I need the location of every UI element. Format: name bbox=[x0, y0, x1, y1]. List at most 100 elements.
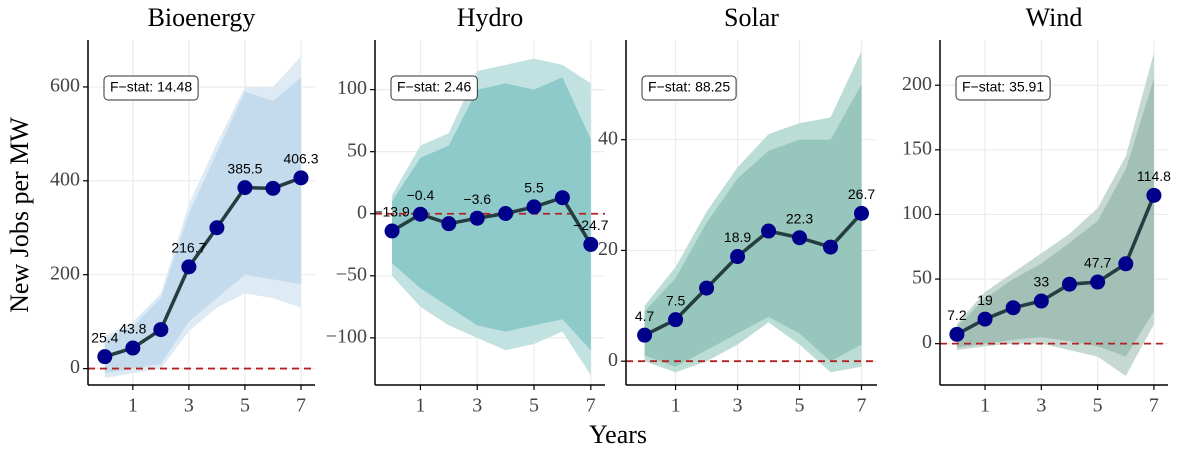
data-point bbox=[237, 180, 253, 196]
x-tick-label: 5 bbox=[1093, 395, 1103, 417]
y-tick-label: 600 bbox=[50, 75, 80, 97]
y-tick-label: 40 bbox=[598, 127, 618, 149]
x-tick-label: 7 bbox=[586, 395, 596, 417]
annotation-frame bbox=[641, 75, 737, 101]
data-label: −24.7 bbox=[573, 217, 609, 233]
y-tick-label: 50 bbox=[347, 139, 367, 161]
x-tick-label: 7 bbox=[1149, 395, 1159, 417]
y-tick-label: 0 bbox=[70, 356, 80, 378]
data-point bbox=[554, 190, 570, 206]
confidence-band bbox=[392, 77, 591, 351]
data-label: 26.7 bbox=[848, 186, 875, 202]
data-point bbox=[412, 206, 428, 222]
data-point bbox=[526, 199, 542, 215]
panel-title: Wind bbox=[1026, 3, 1083, 32]
data-label: 4.7 bbox=[635, 308, 655, 324]
data-label: 19 bbox=[977, 292, 993, 308]
annotation: F−stat: 2.46 bbox=[397, 79, 472, 95]
y-tick-label: 20 bbox=[598, 238, 618, 260]
x-tick-label: 3 bbox=[733, 395, 743, 417]
annotation-frame bbox=[955, 75, 1051, 101]
y-tick-label: 0 bbox=[922, 331, 932, 353]
data-point bbox=[854, 205, 870, 221]
data-point bbox=[699, 280, 715, 296]
data-point bbox=[761, 223, 777, 239]
y-tick-label: 200 bbox=[902, 73, 932, 95]
x-tick-label: 5 bbox=[529, 395, 539, 417]
data-label: 25.4 bbox=[91, 329, 118, 345]
data-point bbox=[1033, 293, 1049, 309]
panel-title: Bioenergy bbox=[148, 3, 256, 32]
data-point bbox=[1090, 274, 1106, 290]
data-point bbox=[293, 170, 309, 186]
data-point bbox=[949, 326, 965, 342]
annotation-frame bbox=[103, 75, 199, 101]
data-point bbox=[823, 239, 839, 255]
data-point bbox=[1118, 256, 1134, 272]
data-label: 47.7 bbox=[1084, 255, 1111, 271]
confidence-band bbox=[104, 77, 301, 374]
x-tick-label: 1 bbox=[128, 395, 138, 417]
data-label: 5.5 bbox=[524, 180, 544, 196]
annotation-box: F−stat: 2.46 bbox=[390, 75, 478, 101]
data-label: 7.5 bbox=[666, 292, 686, 308]
data-label: 33 bbox=[1034, 274, 1050, 290]
data-point bbox=[792, 230, 808, 246]
data-label: 385.5 bbox=[227, 160, 262, 176]
annotation-frame bbox=[390, 75, 478, 101]
x-tick-label: 3 bbox=[472, 395, 482, 417]
y-tick-label: −50 bbox=[336, 263, 367, 285]
annotation-box: F−stat: 88.25 bbox=[641, 75, 737, 101]
x-tick-label: 1 bbox=[980, 395, 990, 417]
data-point bbox=[637, 327, 653, 343]
x-axis-label: Years bbox=[589, 420, 647, 449]
annotation: F−stat: 35.91 bbox=[962, 79, 1044, 95]
data-label: 43.8 bbox=[119, 321, 146, 337]
x-tick-label: 1 bbox=[671, 395, 681, 417]
data-point bbox=[1005, 300, 1021, 316]
x-tick-label: 1 bbox=[415, 395, 425, 417]
x-tick-label: 5 bbox=[240, 395, 250, 417]
y-tick-label: −100 bbox=[326, 325, 367, 347]
data-point bbox=[209, 220, 225, 236]
data-label: 22.3 bbox=[786, 210, 813, 226]
data-point bbox=[1061, 276, 1077, 292]
data-label: 406.3 bbox=[283, 151, 318, 167]
data-point bbox=[97, 349, 113, 365]
data-point bbox=[153, 322, 169, 338]
data-point bbox=[583, 236, 599, 252]
data-label: 216.7 bbox=[171, 240, 206, 256]
data-point bbox=[498, 205, 514, 221]
x-tick-label: 3 bbox=[184, 395, 194, 417]
data-point bbox=[977, 311, 993, 327]
y-tick-label: 200 bbox=[50, 262, 80, 284]
panel-title: Hydro bbox=[457, 3, 523, 32]
y-tick-label: 0 bbox=[357, 201, 367, 223]
data-label: 114.8 bbox=[1137, 168, 1171, 184]
y-tick-label: 100 bbox=[337, 77, 367, 99]
y-tick-label: 100 bbox=[902, 202, 932, 224]
data-point bbox=[1146, 187, 1162, 203]
data-label: −0.4 bbox=[407, 187, 435, 203]
data-point bbox=[265, 180, 281, 196]
y-tick-label: 150 bbox=[902, 137, 932, 159]
y-tick-label: 400 bbox=[50, 168, 80, 190]
y-axis-label: New Jobs per MW bbox=[5, 117, 34, 313]
data-label: 18.9 bbox=[724, 229, 751, 245]
annotation-box: F−stat: 14.48 bbox=[103, 75, 199, 101]
annotation-box: F−stat: 35.91 bbox=[955, 75, 1051, 101]
data-point bbox=[730, 249, 746, 265]
x-tick-label: 3 bbox=[1036, 395, 1046, 417]
x-tick-label: 7 bbox=[857, 395, 867, 417]
annotation: F−stat: 88.25 bbox=[648, 79, 730, 95]
data-label: −13.9 bbox=[374, 204, 410, 220]
data-point bbox=[441, 216, 457, 232]
x-tick-label: 5 bbox=[795, 395, 805, 417]
data-point bbox=[469, 210, 485, 226]
data-point bbox=[181, 259, 197, 275]
data-point bbox=[384, 223, 400, 239]
panel-title: Solar bbox=[724, 3, 779, 32]
y-tick-label: 50 bbox=[912, 267, 932, 289]
